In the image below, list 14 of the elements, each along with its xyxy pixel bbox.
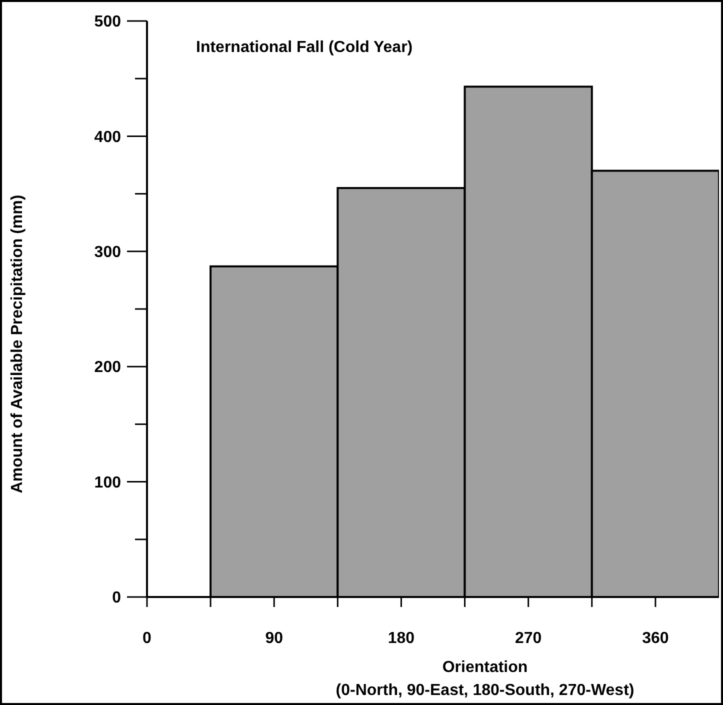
y-tick-label: 0 <box>112 590 122 607</box>
y-tick-label: 500 <box>94 14 122 31</box>
y-tick-label: 100 <box>94 474 122 492</box>
text: International Fall (Cold Year) <box>196 39 413 56</box>
y-tick-label: 200 <box>94 359 122 376</box>
y-tick-label: 300 <box>94 244 122 261</box>
x-tick-label: 270 <box>514 630 542 647</box>
y-tick-label: 400 <box>94 128 122 146</box>
y-axis-title: Amount of Available Precipitation (mm) <box>9 194 26 494</box>
x-tick-label: 360 <box>642 630 669 647</box>
x-tick-label: 0 <box>142 630 152 647</box>
x-tick-label: 90 <box>265 630 284 647</box>
x-axis-title: Orientation (0-North, 90-East, 180-South, 270-West) <box>336 659 634 699</box>
x-tick-label: 180 <box>388 630 415 647</box>
